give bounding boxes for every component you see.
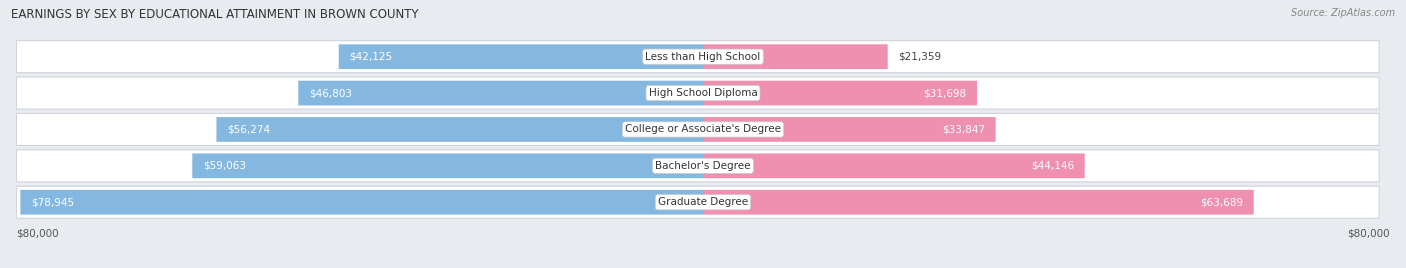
FancyBboxPatch shape [339, 44, 703, 69]
Text: $63,689: $63,689 [1201, 197, 1243, 207]
Text: Source: ZipAtlas.com: Source: ZipAtlas.com [1291, 8, 1395, 18]
FancyBboxPatch shape [703, 81, 977, 105]
FancyBboxPatch shape [298, 81, 703, 105]
FancyBboxPatch shape [17, 186, 1379, 218]
Text: $46,803: $46,803 [309, 88, 352, 98]
FancyBboxPatch shape [703, 190, 1254, 215]
FancyBboxPatch shape [17, 77, 1379, 109]
Text: $21,359: $21,359 [898, 52, 941, 62]
FancyBboxPatch shape [703, 154, 1084, 178]
Text: $31,698: $31,698 [924, 88, 967, 98]
Text: $44,146: $44,146 [1031, 161, 1074, 171]
Text: $42,125: $42,125 [349, 52, 392, 62]
FancyBboxPatch shape [703, 117, 995, 142]
FancyBboxPatch shape [703, 44, 887, 69]
Text: Bachelor's Degree: Bachelor's Degree [655, 161, 751, 171]
Text: $78,945: $78,945 [31, 197, 75, 207]
Text: EARNINGS BY SEX BY EDUCATIONAL ATTAINMENT IN BROWN COUNTY: EARNINGS BY SEX BY EDUCATIONAL ATTAINMEN… [11, 8, 419, 21]
Text: $59,063: $59,063 [202, 161, 246, 171]
FancyBboxPatch shape [20, 190, 703, 215]
Text: Less than High School: Less than High School [645, 52, 761, 62]
Text: $33,847: $33,847 [942, 124, 986, 135]
FancyBboxPatch shape [217, 117, 703, 142]
FancyBboxPatch shape [17, 150, 1379, 182]
Text: College or Associate's Degree: College or Associate's Degree [626, 124, 780, 135]
Text: $56,274: $56,274 [226, 124, 270, 135]
Text: $80,000: $80,000 [17, 228, 59, 239]
Text: Graduate Degree: Graduate Degree [658, 197, 748, 207]
FancyBboxPatch shape [193, 154, 703, 178]
FancyBboxPatch shape [17, 41, 1379, 73]
Text: High School Diploma: High School Diploma [648, 88, 758, 98]
FancyBboxPatch shape [17, 113, 1379, 146]
Text: $80,000: $80,000 [1347, 228, 1389, 239]
